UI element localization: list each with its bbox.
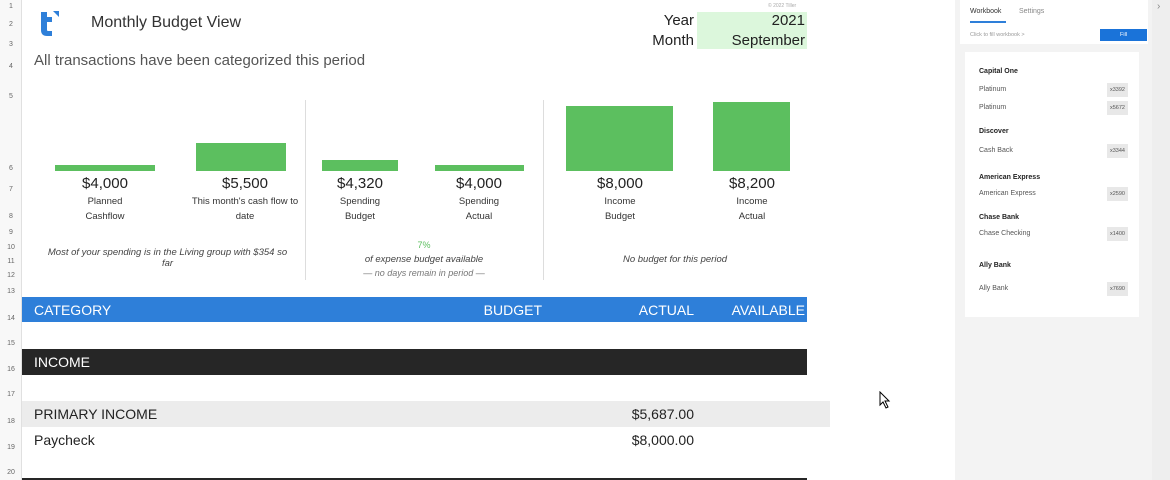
header-budget: BUDGET bbox=[483, 302, 542, 318]
row-number[interactable]: 8 bbox=[9, 213, 13, 220]
metric-label: Budget bbox=[344, 211, 376, 222]
account-mask: x7690 bbox=[1107, 282, 1128, 296]
metric-label: Actual bbox=[738, 211, 766, 222]
fill-button[interactable]: Fill bbox=[1100, 29, 1147, 41]
metric-amount: $8,000 bbox=[597, 175, 643, 192]
spending-note: Most of your spending is in the Living g… bbox=[47, 247, 288, 269]
account-name: Platinum bbox=[979, 104, 1007, 111]
header-category: CATEGORY bbox=[34, 302, 112, 318]
metric-bar bbox=[322, 160, 398, 171]
row-number[interactable]: 7 bbox=[9, 186, 13, 193]
divider bbox=[305, 100, 306, 280]
group-name: INCOME bbox=[34, 354, 90, 370]
month-label: Month bbox=[652, 32, 694, 49]
institution-name: Chase Bank bbox=[979, 214, 1020, 221]
page-title: Monthly Budget View bbox=[91, 14, 242, 31]
row-number[interactable]: 3 bbox=[9, 41, 13, 48]
income-note: No budget for this period bbox=[622, 254, 728, 265]
row-number[interactable]: 12 bbox=[7, 272, 15, 279]
category-actual: $8,000.00 bbox=[631, 432, 694, 448]
institution-name: American Express bbox=[979, 174, 1041, 181]
metric-amount: $4,320 bbox=[337, 175, 383, 192]
period-selector-bg bbox=[697, 12, 807, 49]
metric-amount: $4,000 bbox=[456, 175, 502, 192]
account-name: Ally Bank bbox=[979, 285, 1009, 292]
account-mask: x3392 bbox=[1107, 83, 1128, 97]
metric-amount: $8,200 bbox=[729, 175, 775, 192]
account-name: Cash Back bbox=[979, 147, 1013, 154]
year-value[interactable]: 2021 bbox=[771, 12, 805, 29]
account-name: American Express bbox=[979, 190, 1036, 197]
metric-bar bbox=[435, 165, 524, 171]
divider bbox=[22, 478, 807, 480]
metric-bar bbox=[196, 143, 286, 171]
row-number[interactable]: 1 bbox=[9, 3, 13, 10]
row-number[interactable]: 11 bbox=[7, 258, 15, 265]
tab-settings[interactable]: Settings bbox=[1019, 8, 1045, 15]
account-mask: x5672 bbox=[1107, 101, 1128, 115]
metric-label: Spending bbox=[339, 196, 381, 207]
days-remaining-note: — no days remain in period — bbox=[363, 268, 485, 278]
group-row-income: INCOME bbox=[22, 349, 807, 375]
row-number[interactable]: 2 bbox=[9, 21, 13, 28]
account-mask: x2590 bbox=[1107, 187, 1128, 201]
metric-label: Budget bbox=[604, 211, 636, 222]
divider bbox=[543, 100, 544, 280]
metric-label: Planned bbox=[87, 196, 123, 207]
mouse-cursor-icon bbox=[879, 391, 891, 409]
row-number[interactable]: 5 bbox=[9, 93, 13, 100]
account-mask: x3344 bbox=[1107, 144, 1128, 158]
metric-bar bbox=[566, 106, 673, 171]
institution-name: Capital One bbox=[979, 68, 1018, 75]
metric-amount: $5,500 bbox=[222, 175, 268, 192]
account-name: Chase Checking bbox=[979, 230, 1031, 237]
metric-label: date bbox=[235, 211, 255, 222]
table-row: Paycheck $8,000.00 bbox=[22, 427, 807, 453]
row-number[interactable]: 15 bbox=[7, 340, 15, 347]
month-value[interactable]: September bbox=[731, 32, 805, 49]
row-number[interactable]: 9 bbox=[9, 229, 13, 236]
metric-bar bbox=[713, 102, 790, 171]
row-number[interactable]: 17 bbox=[7, 391, 15, 398]
metric-label: This month's cash flow to bbox=[191, 196, 299, 207]
expense-available-note: of expense budget available bbox=[364, 254, 484, 265]
fill-hint[interactable]: Click to fill workbook > bbox=[970, 32, 1025, 38]
tab-workbook[interactable]: Workbook bbox=[970, 8, 1002, 15]
metric-label: Income bbox=[736, 196, 768, 207]
year-label: Year bbox=[663, 12, 694, 29]
row-number[interactable]: 20 bbox=[7, 469, 15, 476]
account-mask: x1400 bbox=[1107, 227, 1128, 241]
account-name: Platinum bbox=[979, 86, 1007, 93]
row-number[interactable]: 6 bbox=[9, 165, 13, 172]
institution-name: Discover bbox=[979, 128, 1009, 135]
metric-label: Income bbox=[604, 196, 636, 207]
metric-amount: $4,000 bbox=[82, 175, 128, 192]
row-number[interactable]: 14 bbox=[7, 315, 15, 322]
copyright: © 2022 Tiller bbox=[768, 3, 797, 9]
category-name: Paycheck bbox=[34, 432, 95, 448]
header-available: AVAILABLE bbox=[731, 302, 805, 318]
subgroup-name: PRIMARY INCOME bbox=[34, 406, 158, 422]
row-number[interactable]: 19 bbox=[7, 444, 15, 451]
metric-bar bbox=[55, 165, 155, 171]
expense-available-pct: 7% bbox=[417, 240, 431, 250]
metric-label: Actual bbox=[465, 211, 493, 222]
institution-name: Ally Bank bbox=[979, 262, 1011, 269]
subgroup-actual: $5,687.00 bbox=[631, 406, 694, 422]
table-header: CATEGORY BUDGET ACTUAL AVAILABLE bbox=[22, 297, 807, 322]
row-number[interactable]: 10 bbox=[7, 244, 15, 251]
header-actual: ACTUAL bbox=[638, 302, 694, 318]
row-number[interactable]: 16 bbox=[7, 366, 15, 373]
tiller-logo-icon bbox=[41, 11, 59, 36]
chevron-right-icon[interactable]: › bbox=[1157, 1, 1161, 12]
subgroup-row: PRIMARY INCOME $5,687.00 bbox=[22, 401, 830, 427]
row-number[interactable]: 4 bbox=[9, 63, 13, 70]
row-number[interactable]: 18 bbox=[7, 418, 15, 425]
metric-label: Cashflow bbox=[85, 211, 125, 222]
sidebar-collapse-strip: › bbox=[1152, 0, 1170, 480]
row-header-column: 1 2 3 4 5 6 7 8 9 10 11 12 13 14 15 16 1… bbox=[0, 0, 22, 480]
metric-label: Spending bbox=[458, 196, 500, 207]
status-subtitle: All transactions have been categorized t… bbox=[34, 52, 366, 69]
row-number[interactable]: 13 bbox=[7, 288, 15, 295]
